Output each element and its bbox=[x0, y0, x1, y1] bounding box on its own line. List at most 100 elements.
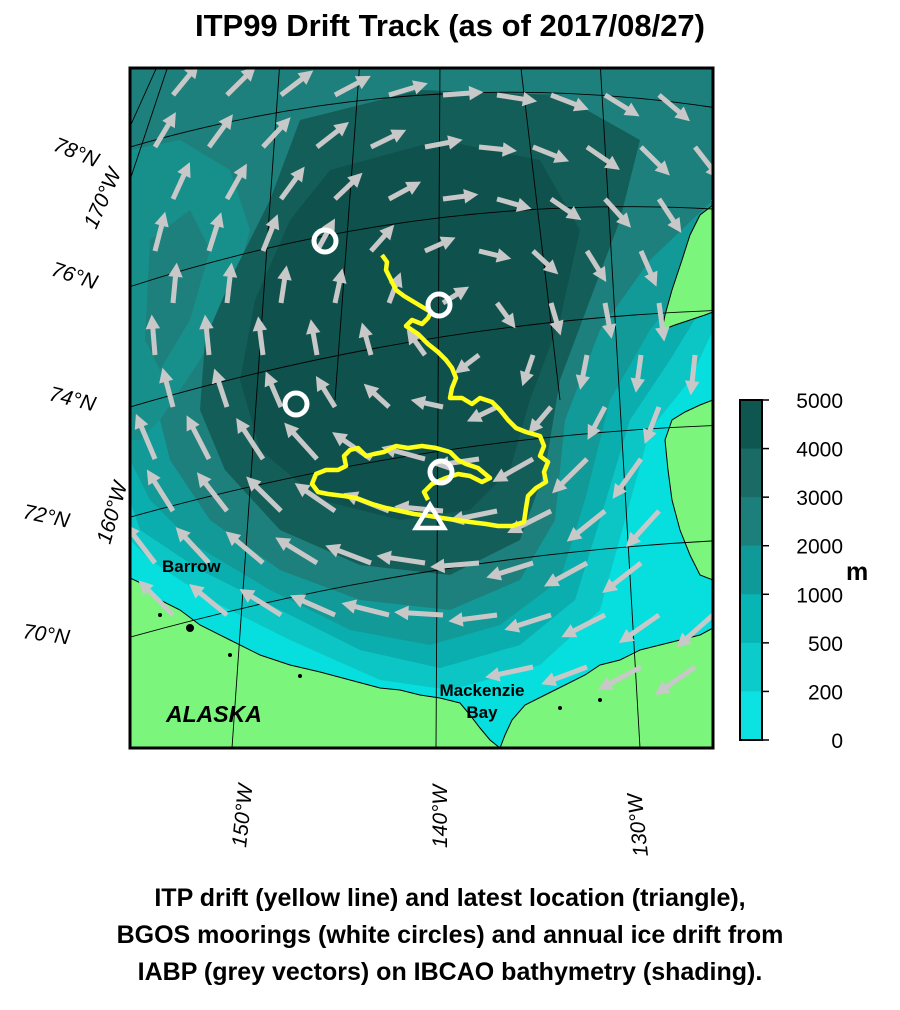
ice-drift-arrow bbox=[225, 531, 265, 565]
ice-drift-arrow bbox=[284, 422, 319, 461]
parallel-70n bbox=[130, 540, 713, 638]
ice-drift-arrow bbox=[626, 509, 661, 548]
ice-drift-arrow bbox=[430, 558, 480, 574]
lon-label-150: 150°W bbox=[228, 781, 258, 848]
ice-drift-arrow bbox=[387, 181, 422, 202]
colorbar-tick-label: 500 bbox=[808, 633, 843, 656]
ice-drift-arrow bbox=[159, 367, 176, 408]
ice-drift-arrow bbox=[333, 75, 371, 98]
ice-drift-arrow bbox=[261, 117, 291, 149]
ice-drift-arrow bbox=[485, 664, 534, 682]
colorbar-tick-label: 2000 bbox=[796, 536, 843, 559]
lon-label-140: 140°W bbox=[429, 783, 452, 848]
colorbar-segment bbox=[740, 400, 762, 450]
ice-drift-arrow bbox=[442, 189, 479, 204]
ice-drift-arrow bbox=[189, 583, 229, 617]
colorbar-segment bbox=[740, 545, 762, 595]
lon-label-130: 130°W bbox=[623, 790, 653, 857]
mooring-a bbox=[311, 227, 339, 255]
ice-drift-arrow bbox=[423, 236, 456, 254]
lat-label-74: 74°N bbox=[47, 383, 99, 417]
colorbar-unit: m bbox=[846, 558, 868, 586]
ice-drift-arrow bbox=[441, 286, 470, 306]
colorbar-segment bbox=[740, 448, 762, 498]
ice-drift-arrow bbox=[654, 664, 697, 696]
ice-drift-arrow bbox=[587, 405, 608, 440]
northwind-ridge bbox=[145, 210, 210, 370]
ice-drift-arrow bbox=[601, 302, 617, 339]
ice-drift-arrow bbox=[246, 476, 283, 513]
ice-drift-arrow bbox=[196, 472, 229, 513]
ice-drift-arrow bbox=[548, 302, 564, 336]
ice-drift-arrow bbox=[333, 172, 363, 201]
ice-drift-arrow bbox=[325, 543, 372, 566]
banks-island bbox=[664, 399, 713, 581]
ice-drift-arrow bbox=[597, 664, 643, 691]
mooring-b bbox=[425, 291, 453, 319]
alaska-label: ALASKA bbox=[165, 701, 262, 727]
ice-drift-arrow bbox=[603, 92, 640, 117]
ice-drift-arrow bbox=[478, 142, 517, 157]
ice-drift-arrow bbox=[277, 265, 292, 304]
ice-drift-arrow bbox=[618, 612, 661, 644]
ice-drift-arrow bbox=[643, 406, 662, 444]
ice-drift-arrow bbox=[630, 354, 645, 393]
colorbar-segment bbox=[740, 594, 762, 644]
ice-drift-arrow bbox=[486, 560, 534, 581]
ice-drift-arrow bbox=[171, 68, 198, 97]
ice-drift-arrow bbox=[225, 68, 256, 97]
ice-drift-arrow bbox=[315, 122, 349, 149]
ice-drift-arrow bbox=[531, 249, 559, 275]
lon-label-170: 170°W bbox=[80, 163, 128, 232]
ice-drift-arrow bbox=[206, 114, 233, 149]
mooring-d bbox=[427, 458, 455, 486]
ice-drift-arrow bbox=[134, 413, 158, 460]
ice-drift-arrow bbox=[541, 664, 588, 687]
ice-drift-arrow bbox=[394, 605, 444, 621]
ice-drift-arrow bbox=[369, 129, 407, 150]
ice-drift-arrow bbox=[639, 145, 670, 176]
mackenzie-label-line2: Bay bbox=[466, 703, 498, 722]
ice-drift-arrow bbox=[138, 580, 175, 617]
ice-drift-arrow bbox=[252, 316, 268, 356]
figure-caption: ITP drift (yellow line) and latest locat… bbox=[0, 880, 900, 991]
bgos-moorings bbox=[282, 227, 455, 486]
ice-drift-arrow bbox=[211, 368, 230, 408]
ice-drift-arrow bbox=[363, 383, 391, 409]
map-frame bbox=[128, 66, 715, 750]
ice-drift-arrow bbox=[290, 594, 337, 618]
ice-drift-arrow bbox=[575, 354, 591, 390]
ice-drift-arrow bbox=[146, 469, 176, 513]
ice-drift-arrow bbox=[306, 319, 321, 356]
ice-drift-arrow bbox=[504, 612, 552, 633]
ice-drift-arrow bbox=[478, 248, 512, 263]
barrow-label: Barrow bbox=[162, 557, 221, 576]
caption-line-2: BGOS moorings (white circles) and annual… bbox=[116, 921, 784, 949]
ice-drift-arrow bbox=[552, 457, 589, 494]
caption-line-3: IABP (grey vectors) on IBCAO bathymetry … bbox=[137, 958, 763, 986]
ice-drift-arrow bbox=[186, 415, 212, 461]
ice-drift-arrow bbox=[549, 196, 582, 221]
ice-drift-arrow bbox=[388, 80, 428, 98]
ice-drift-arrow bbox=[492, 456, 535, 482]
ice-drift-arrow bbox=[550, 92, 589, 112]
latest-location-triangle bbox=[411, 500, 449, 531]
ice-drift-arrow bbox=[454, 353, 481, 374]
ice-drift-arrow bbox=[278, 166, 305, 201]
ice-drift-arrow bbox=[496, 91, 538, 107]
ice-drift-arrow bbox=[224, 163, 247, 201]
alaska-coast bbox=[130, 577, 501, 748]
coastal-lakes bbox=[158, 613, 602, 710]
ice-drift-arrow bbox=[584, 249, 607, 283]
mackenzie-label-line1: Mackenzie bbox=[439, 681, 524, 700]
ice-drift-arrow bbox=[332, 268, 347, 304]
ice-drift-arrow bbox=[603, 197, 631, 228]
ice-drift-arrow bbox=[175, 527, 211, 565]
ice-drift-arrow bbox=[275, 537, 319, 566]
ice-drift-arrow bbox=[532, 144, 570, 163]
ice-drift-arrow bbox=[657, 93, 690, 122]
ice-drift-arrow bbox=[494, 301, 516, 329]
ice-drift-arrow bbox=[585, 144, 620, 170]
colorbar-segment bbox=[740, 691, 762, 741]
